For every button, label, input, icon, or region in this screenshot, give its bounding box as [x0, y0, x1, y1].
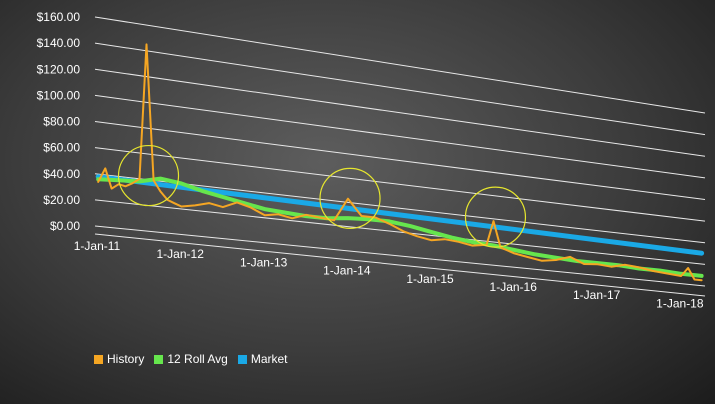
y-tick-label: $120.00 [37, 62, 81, 76]
highlight-circle [117, 144, 180, 207]
legend-item-history: History [94, 352, 144, 366]
y-tick-label: $80.00 [43, 115, 80, 129]
y-tick-label: $160.00 [37, 10, 81, 24]
highlight-circles [117, 144, 527, 248]
gridline [94, 173, 706, 244]
y-tick-label: $140.00 [37, 36, 81, 50]
legend-swatch-history [94, 354, 103, 364]
legend-label-roll-avg: 12 Roll Avg [167, 352, 228, 366]
x-axis-ticks: 1-Jan-11 1-Jan-12 1-Jan-13 1-Jan-14 1-Jan-15… [74, 239, 704, 310]
gridline [94, 16, 706, 114]
highlight-circle [464, 186, 527, 248]
gridline [94, 94, 706, 179]
y-tick-label: $100.00 [37, 88, 81, 102]
highlight-circle [319, 167, 381, 229]
floor-edge [94, 233, 706, 297]
x-tick-label: 1-Jan-11 [74, 239, 121, 253]
gridline [94, 147, 706, 222]
gridline [94, 225, 706, 287]
legend-swatch-market [237, 354, 247, 364]
legend-label-market: Market [250, 352, 288, 366]
x-tick-label: 1-Jan-16 [490, 280, 538, 294]
y-tick-label: $0.00 [50, 219, 80, 233]
legend: History 12 Roll Avg Market [94, 352, 288, 366]
x-tick-label: 1-Jan-12 [157, 247, 205, 261]
y-tick-label: $40.00 [43, 167, 80, 181]
x-tick-label: 1-Jan-15 [406, 272, 454, 286]
x-tick-label: 1-Jan-18 [656, 296, 704, 310]
legend-item-market: Market [237, 352, 288, 366]
series-line-history [97, 43, 703, 282]
gridline [94, 199, 706, 265]
series-lines [95, 43, 705, 282]
gridlines [94, 16, 706, 297]
legend-swatch-roll-avg [154, 354, 164, 364]
gridline [94, 68, 706, 157]
x-tick-label: 1-Jan-14 [323, 264, 371, 278]
legend-label-history: History [107, 352, 145, 366]
x-tick-label: 1-Jan-13 [240, 255, 288, 269]
series-line-12-roll-avg [96, 176, 704, 278]
gridline [94, 121, 706, 200]
y-axis-ticks: $0.00 $20.00 $40.00 $60.00 $80.00 $100.00 $120… [37, 10, 81, 233]
x-tick-label: 1-Jan-17 [573, 288, 621, 302]
legend-item-roll-avg: 12 Roll Avg [154, 352, 228, 366]
gridline [94, 42, 706, 136]
y-tick-label: $20.00 [43, 193, 80, 207]
y-tick-label: $60.00 [43, 141, 80, 155]
